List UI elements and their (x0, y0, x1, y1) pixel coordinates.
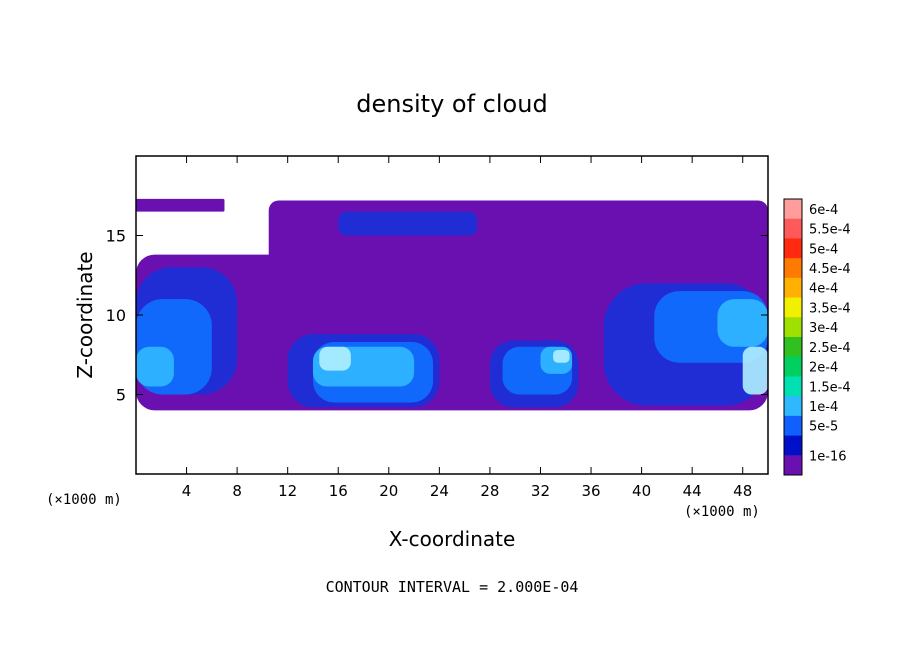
x-axis-label: X-coordinate (389, 527, 516, 551)
colorbar-label-5e-5: 5e-5 (809, 420, 838, 435)
colorbar-label-1e-16: 1e-16 (809, 449, 847, 464)
x-tick-label-4: 4 (182, 482, 192, 500)
x-tick-label-8: 8 (232, 482, 242, 500)
cloud-region-17 (553, 349, 570, 363)
x-tick-label-12: 12 (278, 482, 297, 500)
colorbar-swatch-8 (784, 356, 802, 377)
contour-interval-note: CONTOUR INTERVAL = 2.000E-04 (326, 578, 579, 596)
colorbar-label-2e-4: 2e-4 (809, 361, 838, 376)
cloud-region-3 (338, 211, 478, 236)
colorbar-label-6e-4: 6e-4 (809, 203, 838, 218)
y-axis-label: Z-coordinate (73, 251, 97, 378)
x-tick-label-48: 48 (733, 482, 752, 500)
colorbar-swatch-11 (784, 415, 802, 437)
x-tick-label-20: 20 (379, 482, 398, 500)
colorbar-swatch-10 (784, 396, 802, 417)
cloud-density-field (136, 198, 768, 411)
colorbar-swatch-5 (784, 297, 802, 318)
y-tick-label-10: 10 (106, 306, 126, 325)
colorbar-swatch-0 (784, 199, 802, 220)
colorbar-swatch-9 (784, 376, 802, 397)
cloud-region-15 (717, 299, 768, 347)
x-unit-right: (×1000 m) (684, 504, 760, 520)
colorbar-label-4e-4: 4e-4 (809, 282, 838, 297)
chart-title: density of cloud (356, 90, 547, 118)
colorbar-label-2.5e-4: 2.5e-4 (809, 341, 851, 356)
cloud-region-16 (319, 346, 351, 371)
colorbar-label-1.5e-4: 1.5e-4 (809, 380, 851, 395)
x-tick-label-28: 28 (480, 482, 499, 500)
x-unit-left: (×1000 m) (46, 492, 122, 508)
colorbar-label-1e-4: 1e-4 (809, 400, 838, 415)
cloud-region-18 (742, 346, 768, 395)
x-tick-label-36: 36 (581, 482, 600, 500)
x-tick-label-32: 32 (531, 482, 550, 500)
colorbar-swatch-2 (784, 238, 802, 259)
y-tick-label-15: 15 (106, 227, 126, 246)
colorbar-label-3e-4: 3e-4 (809, 321, 838, 336)
cloud-region-12 (136, 346, 174, 387)
y-axis-ticks: 5 10 15 (106, 227, 768, 405)
colorbar-swatch-12 (784, 435, 802, 456)
colorbar-swatch-1 (784, 218, 802, 239)
colorbar: 6e-4 5.5e-4 5e-4 4.5e-4 4e-4 3.5e-4 3e-4 2.5e-4… (783, 198, 851, 476)
colorbar-label-4.5e-4: 4.5e-4 (809, 262, 851, 277)
colorbar-swatch-13 (784, 455, 802, 476)
colorbar-swatch-4 (784, 277, 802, 299)
cloud-region-0 (136, 198, 225, 212)
colorbar-frame (783, 198, 803, 476)
x-tick-label-16: 16 (329, 482, 348, 500)
colorbar-label-5.5e-4: 5.5e-4 (809, 223, 851, 238)
colorbar-swatch-3 (784, 258, 802, 279)
x-tick-label-44: 44 (683, 482, 702, 500)
x-tick-label-40: 40 (632, 482, 651, 500)
y-tick-label-5: 5 (116, 386, 126, 405)
x-tick-label-24: 24 (430, 482, 449, 500)
colorbar-swatch-7 (784, 337, 802, 358)
colorbar-swatch-6 (784, 317, 802, 338)
x-axis-ticks: 4 8 12 16 20 24 28 32 36 40 44 48 (182, 156, 752, 500)
colorbar-label-3.5e-4: 3.5e-4 (809, 301, 851, 316)
colorbar-label-5e-4: 5e-4 (809, 242, 838, 257)
